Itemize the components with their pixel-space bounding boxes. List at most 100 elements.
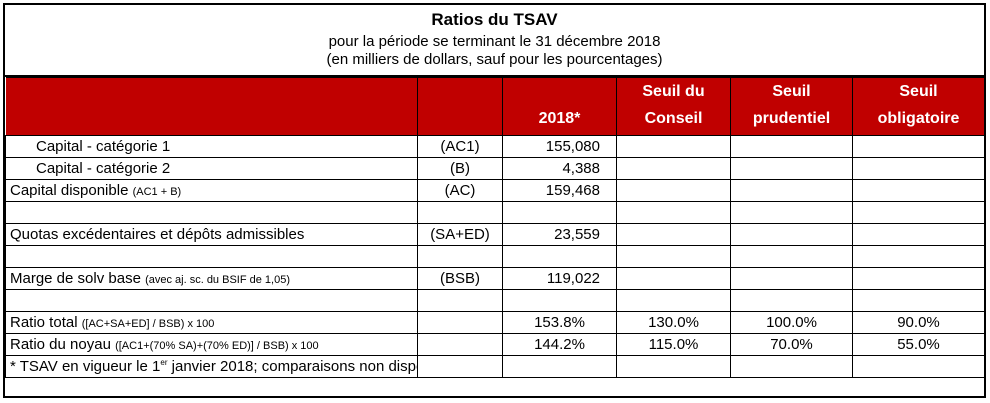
empty-cell <box>417 355 503 378</box>
row-value-prudentiel: 100.0% <box>730 311 853 334</box>
row-value-conseil: 115.0% <box>616 333 731 356</box>
footnote-pre: * TSAV en vigueur le 1 <box>10 358 161 375</box>
empty-cell <box>5 201 418 224</box>
row-value-2018: 159,468 <box>502 179 617 202</box>
header-seuil-prudentiel-line2: prudentiel <box>752 110 831 127</box>
empty-cell <box>730 135 853 158</box>
empty-cell <box>417 201 503 224</box>
row-value-2018: 155,080 <box>502 135 617 158</box>
row-label-text: Ratio total <box>10 314 78 331</box>
empty-cell <box>730 355 853 378</box>
row-label-note: (AC1 + B) <box>132 186 182 198</box>
table-row-ratio-total: Ratio total ([AC+SA+ED] / BSB) x 100 153… <box>5 311 985 334</box>
empty-cell <box>852 179 985 202</box>
empty-cell <box>616 355 731 378</box>
header-2018: 2018* <box>502 77 617 136</box>
footnote-sup: er <box>160 358 168 367</box>
table-row-b: Capital - catégorie 2 (B) 4,388 <box>5 157 985 180</box>
empty-cell <box>730 289 853 312</box>
empty-cell <box>852 245 985 268</box>
empty-cell <box>852 135 985 158</box>
header-seuil-prudentiel-line1: Seuil <box>772 83 811 100</box>
ratios-table-frame: Ratios du TSAV pour la période se termin… <box>3 3 986 398</box>
row-code: (AC1) <box>417 135 503 158</box>
header-row: 2018* Seuil du Conseil Seuil prudentiel Se… <box>5 77 985 136</box>
empty-cell <box>730 245 853 268</box>
empty-cell <box>616 135 731 158</box>
header-seuil-obligatoire-line1: Seuil <box>899 83 938 100</box>
header-seuil-prudentiel: Seuil prudentiel <box>730 77 853 136</box>
row-value-2018: 4,388 <box>502 157 617 180</box>
row-label: Ratio total ([AC+SA+ED] / BSB) x 100 <box>5 311 418 334</box>
empty-cell <box>502 201 617 224</box>
empty-cell <box>730 201 853 224</box>
empty-cell <box>730 267 853 290</box>
row-label: Quotas excédentaires et dépôts admissibl… <box>5 223 418 246</box>
header-seuil-obligatoire-line2: obligatoire <box>877 110 960 127</box>
row-label: Capital disponible (AC1 + B) <box>5 179 418 202</box>
row-label-text: Marge de solv base <box>10 270 141 287</box>
row-value-conseil: 130.0% <box>616 311 731 334</box>
row-label: Ratio du noyau ([AC1+(70% SA)+(70% ED)] … <box>5 333 418 356</box>
empty-cell <box>616 157 731 180</box>
row-value-obligatoire: 90.0% <box>852 311 985 334</box>
empty-cell <box>502 289 617 312</box>
row-label-note: ([AC+SA+ED] / BSB) x 100 <box>81 318 215 330</box>
empty-cell <box>730 223 853 246</box>
empty-cell <box>730 179 853 202</box>
table-subtitle-period: pour la période se terminant le 31 décem… <box>328 33 661 50</box>
row-code: (BSB) <box>417 267 503 290</box>
empty-cell <box>5 289 418 312</box>
row-code: (SA+ED) <box>417 223 503 246</box>
row-value-obligatoire: 55.0% <box>852 333 985 356</box>
empty-cell <box>852 267 985 290</box>
table-row-saed: Quotas excédentaires et dépôts admissibl… <box>5 223 985 246</box>
table-row-ratio-noyau: Ratio du noyau ([AC1+(70% SA)+(70% ED)] … <box>5 333 985 356</box>
header-seuil-obligatoire: Seuil obligatoire <box>852 77 985 136</box>
empty-cell <box>852 223 985 246</box>
ratios-table: 2018* Seuil du Conseil Seuil prudentiel Se… <box>5 77 985 378</box>
empty-cell <box>852 157 985 180</box>
table-subtitle-units: (en milliers de dollars, sauf pour les p… <box>326 51 663 68</box>
table-row-ac1: Capital - catégorie 1 (AC1) 155,080 <box>5 135 985 158</box>
row-label: Capital - catégorie 2 <box>5 157 418 180</box>
empty-cell <box>616 245 731 268</box>
header-seuil-conseil-line1: Seuil du <box>642 83 705 100</box>
table-row-spacer <box>5 245 985 268</box>
table-title: Ratios du TSAV <box>431 10 558 29</box>
empty-cell <box>417 311 503 334</box>
empty-cell <box>5 245 418 268</box>
row-value-2018: 119,022 <box>502 267 617 290</box>
header-seuil-conseil-line2: Conseil <box>644 110 703 127</box>
row-value-2018: 144.2% <box>502 333 617 356</box>
row-value-2018: 153.8% <box>502 311 617 334</box>
table-row-footnote: * TSAV en vigueur le 1er janvier 2018; c… <box>5 355 985 378</box>
row-value-2018: 23,559 <box>502 223 617 246</box>
row-code: (B) <box>417 157 503 180</box>
header-blank-label <box>5 77 418 136</box>
empty-cell <box>852 289 985 312</box>
row-label: Marge de solv base (avec aj. sc. du BSIF… <box>5 267 418 290</box>
table-row-spacer <box>5 201 985 224</box>
empty-cell <box>616 267 731 290</box>
row-label-note: ([AC1+(70% SA)+(70% ED)] / BSB) x 100 <box>115 340 319 352</box>
empty-cell <box>417 333 503 356</box>
table-row-bsb: Marge de solv base (avec aj. sc. du BSIF… <box>5 267 985 290</box>
empty-cell <box>502 355 617 378</box>
table-row-ac: Capital disponible (AC1 + B) (AC) 159,46… <box>5 179 985 202</box>
footnote-post: janvier 2018; comparaisons non disponibl… <box>171 358 417 375</box>
row-label-note: (avec aj. sc. du BSIF de 1,05) <box>145 274 290 286</box>
empty-cell <box>417 289 503 312</box>
row-label: Capital - catégorie 1 <box>5 135 418 158</box>
empty-cell <box>502 245 617 268</box>
empty-cell <box>417 245 503 268</box>
empty-cell <box>616 201 731 224</box>
row-label-text: Capital disponible <box>10 182 129 199</box>
header-seuil-conseil: Seuil du Conseil <box>616 77 731 136</box>
row-label-text: Ratio du noyau <box>10 336 111 353</box>
empty-cell <box>852 201 985 224</box>
row-value-prudentiel: 70.0% <box>730 333 853 356</box>
table-row-spacer <box>5 289 985 312</box>
empty-cell <box>616 289 731 312</box>
header-blank-code <box>417 77 503 136</box>
